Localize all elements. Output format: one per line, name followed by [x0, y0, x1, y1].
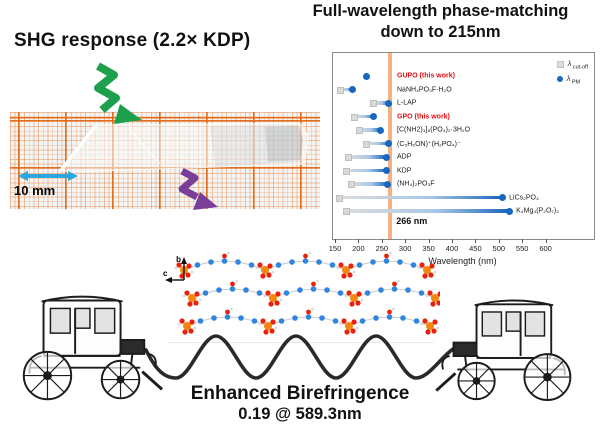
row-trail — [372, 101, 389, 105]
pm-marker — [382, 153, 390, 161]
incident-beam-icon — [94, 62, 142, 124]
pm-marker — [382, 167, 390, 174]
row-label: [C(NH2)₃]₆(PO₄)₂·3H₂O — [397, 126, 471, 134]
row-label: GPO (this work) — [397, 113, 450, 120]
row-label: KDP — [397, 167, 412, 174]
row-trail — [338, 195, 503, 200]
row-trail — [339, 87, 353, 92]
x-tick-label: 150 — [328, 244, 342, 253]
cutoff-marker — [335, 194, 343, 202]
x-tick — [452, 239, 453, 243]
pm-marker — [377, 126, 385, 134]
x-tick-label: 500 — [492, 244, 506, 253]
phase-matching-title-line2: down to 215nm — [380, 22, 501, 41]
pm-marker — [384, 180, 392, 188]
shg-output-beam-icon — [178, 168, 218, 210]
cutoff-marker — [336, 86, 344, 94]
row-trail — [348, 155, 387, 159]
legend-item-cutoff: λ cut-off — [556, 59, 588, 71]
x-tick-label: 300 — [398, 244, 412, 253]
x-axis-label: Wavelength (nm) — [428, 256, 497, 266]
cutoff-marker — [350, 113, 358, 121]
phase-matching-chart: 266 nm λ cut-off λ PM GUPO (this work) Na… — [332, 52, 595, 240]
pm-marker — [349, 86, 357, 93]
pm-marker — [385, 99, 393, 107]
x-tick — [545, 239, 547, 243]
row-label: (C₅H₆ON)⁺(H₂PO₄)⁻ — [397, 140, 461, 148]
cutoff-marker — [369, 100, 377, 107]
x-tick — [475, 239, 477, 243]
axis-b-label: b — [176, 255, 181, 264]
blue-circle-marker-icon — [556, 76, 563, 83]
row-trail — [350, 182, 388, 186]
cutoff-marker — [355, 127, 363, 134]
structure-baseline — [168, 342, 434, 343]
x-tick — [522, 239, 524, 243]
cutoff-marker — [345, 154, 353, 161]
x-tick-label: 350 — [422, 244, 435, 253]
light-wave — [144, 334, 460, 380]
pm-marker — [370, 113, 378, 120]
row-label: GUPO (this work) — [397, 72, 455, 80]
cutoff-marker — [342, 167, 350, 175]
legend-cutoff-label: λ cut-off — [567, 59, 588, 71]
pm-marker — [505, 207, 513, 215]
x-tick-label: 600 — [539, 244, 552, 253]
axis-c-label: c — [163, 269, 168, 278]
row-label: NaNH₄PO₃F·H₂O — [397, 86, 452, 93]
carriage-right — [434, 299, 572, 402]
pm-marker — [498, 194, 506, 201]
birefringence-value: 0.19 @ 589.3nm — [238, 405, 362, 423]
crystal-structure-diagram — [174, 251, 440, 335]
x-tick-label: 200 — [352, 244, 365, 253]
row-trail — [358, 128, 381, 132]
row-label: K₄Mg₄(P₂O₇)₃ — [516, 207, 560, 215]
crystal-shape — [59, 122, 309, 173]
phase-matching-title-line1: Full-wavelength phase-matching — [312, 2, 569, 20]
scale-label: 10 mm — [14, 183, 56, 198]
cutoff-marker — [342, 208, 350, 215]
x-tick-label: 400 — [445, 244, 459, 253]
x-tick — [335, 239, 336, 243]
pm-marker — [385, 140, 393, 147]
x-tick — [428, 239, 430, 243]
gray-square-marker-icon — [556, 61, 564, 69]
axes-indicator: b c — [163, 255, 187, 283]
row-label: LiCs₂PO₄ — [509, 194, 539, 201]
x-tick — [358, 239, 360, 243]
x-tick — [381, 239, 383, 243]
row-trail — [345, 209, 510, 213]
x-tick — [405, 239, 407, 243]
row-label: L-LAP — [397, 99, 417, 107]
row-trail — [365, 141, 389, 146]
chart-legend: λ cut-off λ PM — [556, 59, 588, 88]
pm-marker — [362, 72, 370, 80]
x-tick-label: 250 — [375, 244, 389, 253]
birefringence-caption: Enhanced Birefringence — [190, 383, 410, 404]
row-label: ADP — [397, 153, 412, 161]
x-axis: Wavelength (nm) 150 200 250 300 350 400 450 500… — [329, 238, 593, 272]
legend-pm-label: λ PM — [566, 73, 581, 86]
legend-item-pm: λ PM — [556, 73, 588, 86]
x-tick-label: 550 — [515, 244, 529, 253]
phase-matching-title: Full-wavelength phase-matching down to 2… — [285, 1, 596, 42]
row-label: (NH₄)₂PO₃F — [397, 180, 435, 188]
crystal-photo — [10, 112, 320, 209]
carriage-left — [22, 295, 164, 401]
x-tick — [498, 239, 500, 243]
scale-arrow — [18, 171, 78, 181]
shg-response-title: SHG response (2.2× KDP) — [14, 30, 251, 51]
row-trail — [353, 114, 374, 119]
row-trail — [345, 168, 387, 173]
reference-line-label: 266 nm — [396, 216, 428, 226]
x-tick-label: 450 — [469, 244, 482, 253]
cutoff-marker — [347, 181, 355, 188]
cutoff-marker — [362, 140, 370, 148]
